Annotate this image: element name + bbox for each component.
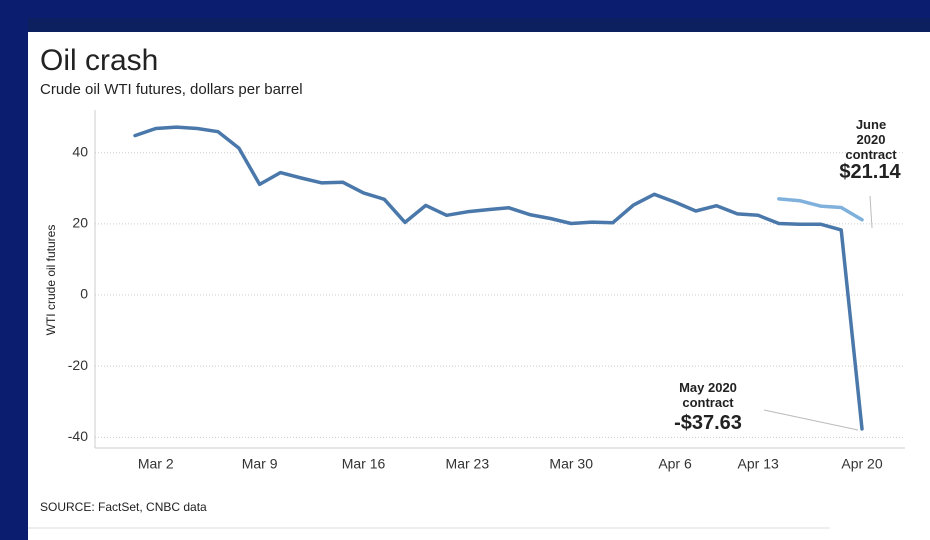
series-label: May 2020 contract <box>679 380 737 410</box>
top-bar <box>28 18 930 32</box>
series-label: June 2020 contract <box>845 117 897 162</box>
y-tick-label: 0 <box>80 286 88 302</box>
chart: Oil crash Crude oil WTI futures, dollars… <box>28 44 905 529</box>
y-tick-label: 40 <box>72 143 88 159</box>
y-tick-label: -40 <box>68 428 88 444</box>
x-tick-label: Apr 20 <box>841 456 882 472</box>
y-axis-label: WTI crude oil futures <box>44 225 58 336</box>
y-tick-label: -20 <box>68 357 88 373</box>
series-line <box>133 125 864 431</box>
chart-panel: Oil crash Crude oil WTI futures, dollars… <box>28 18 930 540</box>
leader-line <box>869 195 873 229</box>
value-label: -$37.63 <box>674 412 742 434</box>
y-tick-label: 20 <box>72 215 88 231</box>
leader-line <box>763 409 859 431</box>
chart-subtitle: Crude oil WTI futures, dollars per barre… <box>40 81 303 98</box>
x-tick-label: Apr 13 <box>738 456 779 472</box>
x-tick-label: Mar 9 <box>242 456 278 472</box>
x-tick-label: Mar 30 <box>549 456 593 472</box>
series-line <box>777 197 864 222</box>
x-tick-label: Mar 23 <box>446 456 490 472</box>
chart-title: Oil crash <box>40 44 158 77</box>
x-tick-label: Mar 2 <box>138 456 174 472</box>
value-label: $21.14 <box>839 161 901 183</box>
source: SOURCE: FactSet, CNBC data <box>40 500 207 514</box>
x-tick-label: Mar 16 <box>342 456 386 472</box>
x-tick-label: Apr 6 <box>658 456 692 472</box>
